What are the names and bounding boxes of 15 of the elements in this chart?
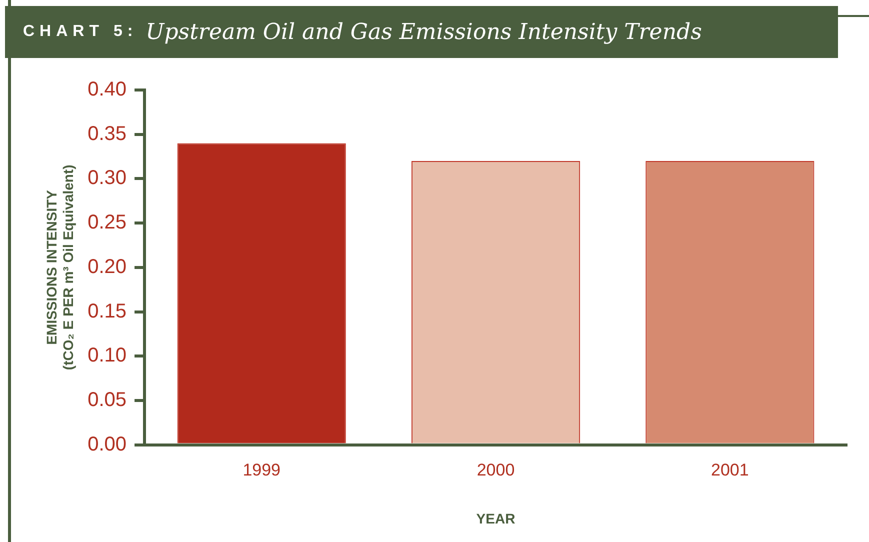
x-tick-label: 1999 bbox=[242, 460, 281, 480]
x-axis-title: YEAR bbox=[476, 510, 516, 526]
chart-title: CHART 5: Upstream Oil and Gas Emissions Intensity Trends bbox=[23, 20, 702, 44]
x-tick-label: 2000 bbox=[476, 460, 515, 480]
y-tick-label: 0.35 bbox=[88, 122, 127, 145]
y-tick-label: 0.10 bbox=[88, 344, 127, 367]
y-tick-label: 0.25 bbox=[88, 212, 127, 234]
y-axis-title: EMISSIONS INTENSITY (tCO₂ E PER m³ Oil Equivalent) bbox=[43, 164, 76, 370]
x-tick-label: 2001 bbox=[711, 460, 749, 480]
y-tick-label: 0.20 bbox=[88, 256, 127, 278]
y-tick-label: 0.15 bbox=[88, 300, 127, 322]
y-tick-label: 0.05 bbox=[88, 388, 127, 411]
y-tick-label: 0.30 bbox=[88, 167, 127, 190]
y-tick-label: 0.00 bbox=[88, 433, 127, 456]
y-tick-label: 0.40 bbox=[88, 78, 127, 101]
